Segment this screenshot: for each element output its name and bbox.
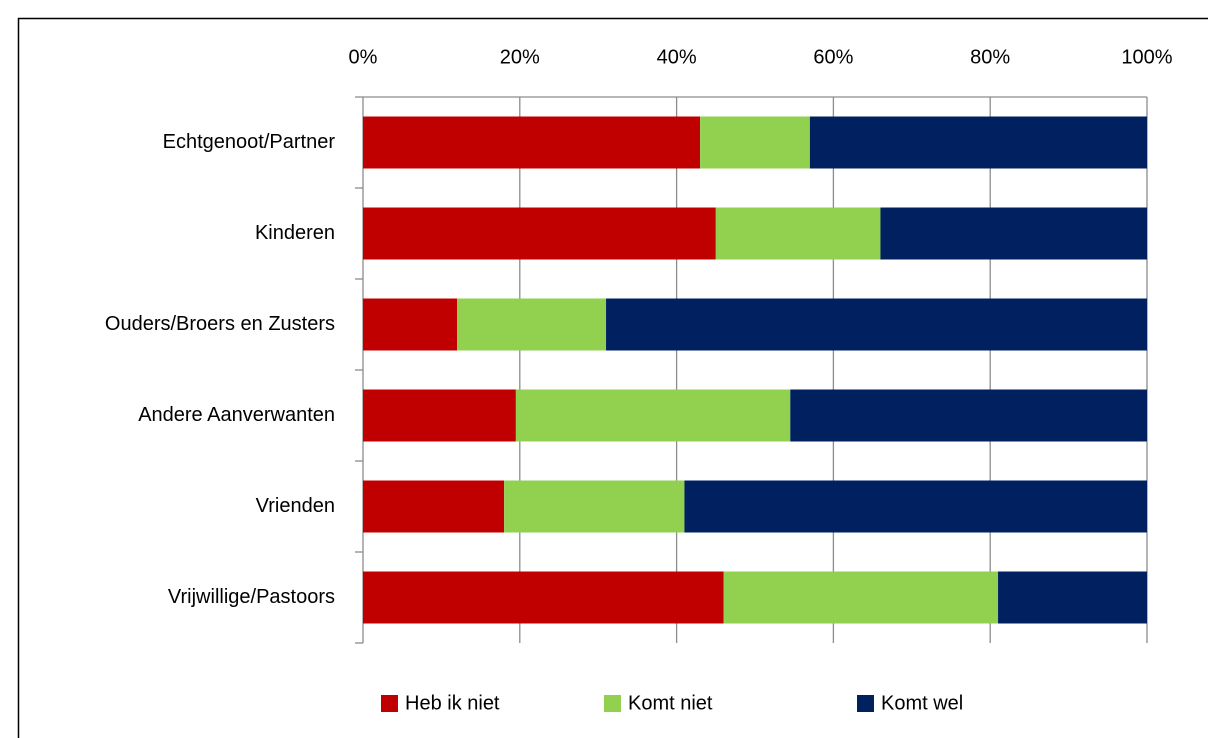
x-tick-label: 60% (813, 46, 853, 68)
legend-swatch (604, 695, 621, 712)
bar-segment (700, 116, 810, 169)
chart-frame (17, 17, 1208, 738)
bar-segment (684, 480, 1147, 533)
bar-segment (880, 207, 1147, 260)
legend-swatch (381, 695, 398, 712)
y-tick-label: Ouders/Broers en Zusters (105, 313, 335, 335)
bar-segment (363, 116, 701, 169)
bar-segment (457, 298, 607, 351)
y-tick-label: Echtgenoot/Partner (163, 131, 336, 153)
x-tick-label: 80% (970, 46, 1010, 68)
x-tick-label: 100% (1121, 46, 1172, 68)
x-tick-label: 40% (657, 46, 697, 68)
y-tick-label: Vrienden (256, 495, 335, 517)
bar-segment (715, 207, 881, 260)
bar-segment (363, 207, 716, 260)
x-tick-label: 20% (500, 46, 540, 68)
bar-segment (790, 389, 1147, 442)
y-tick-label: Vrijwillige/Pastoors (168, 586, 335, 608)
bar-segment (363, 480, 505, 533)
legend-label: Komt niet (628, 692, 713, 714)
legend-swatch (857, 695, 874, 712)
bar-segment (723, 571, 999, 624)
bar-segment (504, 480, 685, 533)
y-tick-label: Kinderen (255, 222, 335, 244)
bar-segment (515, 389, 791, 442)
bar-segment (606, 298, 1147, 351)
x-tick-label: 0% (349, 46, 378, 68)
bar-segment (363, 571, 724, 624)
legend-label: Heb ik niet (405, 692, 500, 714)
y-tick-label: Andere Aanverwanten (138, 404, 335, 426)
bar-segment (363, 298, 458, 351)
bar-segment (809, 116, 1147, 169)
bar-segment (363, 389, 516, 442)
legend-label: Komt wel (881, 692, 963, 714)
bar-segment (998, 571, 1147, 624)
